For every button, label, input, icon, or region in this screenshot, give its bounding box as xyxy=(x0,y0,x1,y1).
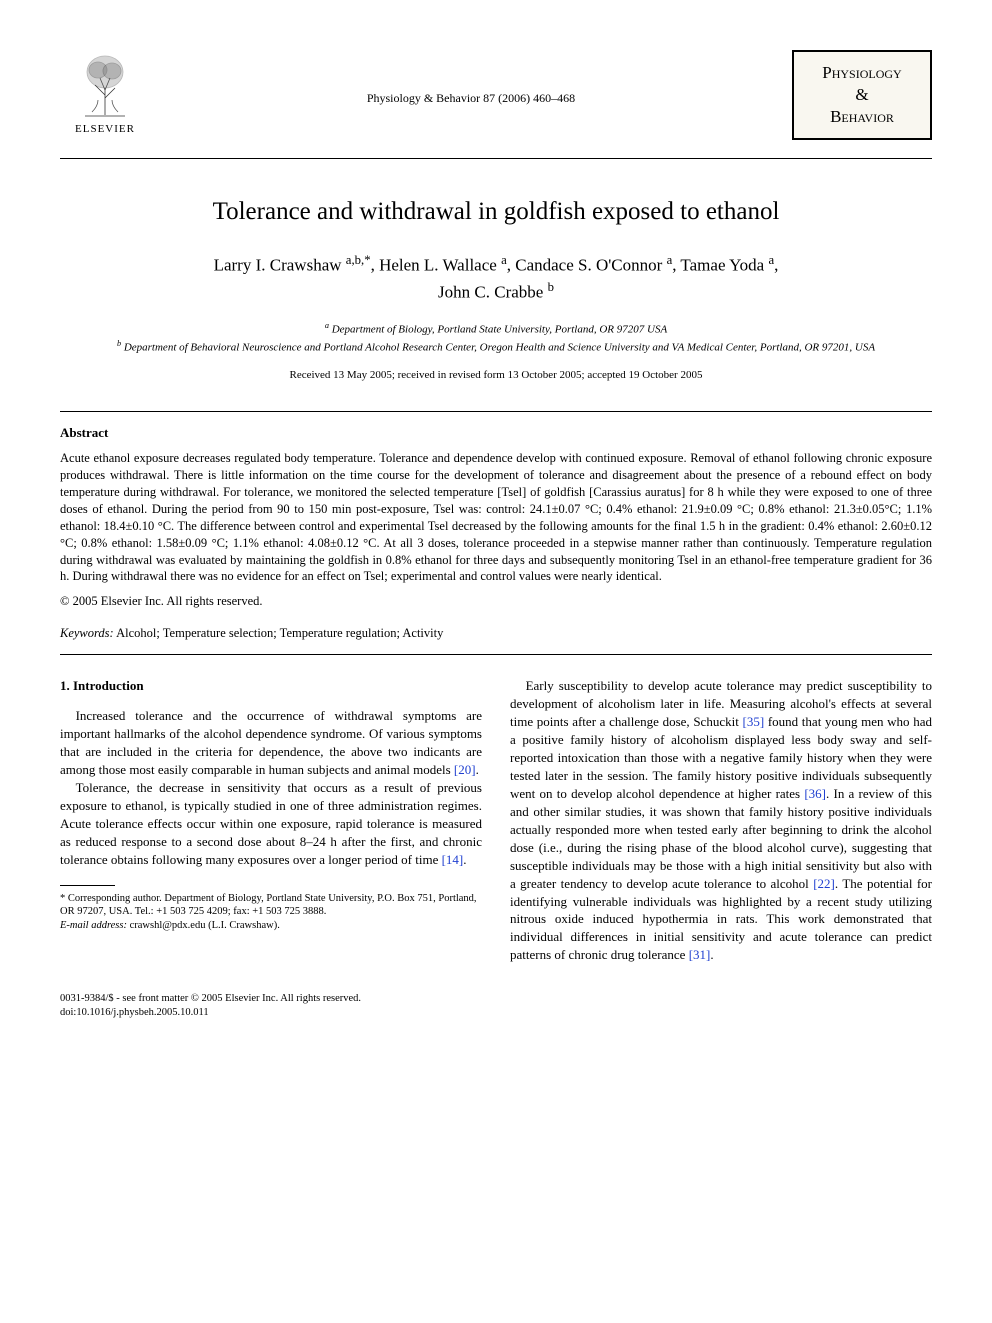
ref-20[interactable]: [20] xyxy=(454,762,476,777)
ref-35[interactable]: [35] xyxy=(742,714,764,729)
author-1-sup: a,b, xyxy=(346,253,364,267)
ref-22[interactable]: [22] xyxy=(813,876,835,891)
header-rule xyxy=(60,158,932,159)
email-label: E-mail address: xyxy=(60,920,127,931)
journal-title-box: Physiology & Behavior xyxy=(792,50,932,140)
copyright: © 2005 Elsevier Inc. All rights reserved… xyxy=(60,593,932,611)
header: ELSEVIER Physiology & Behavior 87 (2006)… xyxy=(60,50,932,140)
intro-para-1: Increased tolerance and the occurrence o… xyxy=(60,707,482,779)
footer-doi: doi:10.1016/j.physbeh.2005.10.011 xyxy=(60,1007,209,1018)
elsevier-tree-icon xyxy=(70,50,140,120)
article-title: Tolerance and withdrawal in goldfish exp… xyxy=(60,194,932,229)
email-address: crawshl@pdx.edu (L.I. Crawshaw). xyxy=(127,920,280,931)
abstract-bottom-rule xyxy=(60,654,932,655)
author-5: John C. Crabbe xyxy=(438,283,548,302)
intro-para-2: Tolerance, the decrease in sensitivity t… xyxy=(60,779,482,869)
affiliations: a Department of Biology, Portland State … xyxy=(60,320,932,356)
footer-issn: 0031-9384/$ - see front matter © 2005 El… xyxy=(60,993,361,1004)
authors: Larry I. Crawshaw a,b,*, Helen L. Wallac… xyxy=(60,251,932,305)
body-columns: 1. Introduction Increased tolerance and … xyxy=(60,677,932,964)
affiliation-b: Department of Behavioral Neuroscience an… xyxy=(124,341,875,353)
footnote-text: * Corresponding author. Department of Bi… xyxy=(60,893,477,918)
author-comma: , xyxy=(774,256,778,275)
ref-31[interactable]: [31] xyxy=(689,947,711,962)
journal-box-line1: Physiology xyxy=(806,62,918,84)
author-3: , Candace S. O'Connor xyxy=(507,256,667,275)
abstract-heading: Abstract xyxy=(60,424,932,442)
footnote-separator xyxy=(60,885,115,886)
keywords: Keywords: Alcohol; Temperature selection… xyxy=(60,625,932,643)
keywords-label: Keywords: xyxy=(60,626,114,640)
publisher-logo: ELSEVIER xyxy=(60,50,150,137)
column-right: Early susceptibility to develop acute to… xyxy=(510,677,932,964)
abstract-text: Acute ethanol exposure decreases regulat… xyxy=(60,450,932,585)
affiliation-a: Department of Biology, Portland State Un… xyxy=(332,323,667,335)
section-1-heading: 1. Introduction xyxy=(60,677,482,695)
journal-box-amp: & xyxy=(806,84,918,106)
column-left: 1. Introduction Increased tolerance and … xyxy=(60,677,482,964)
author-5-sup: b xyxy=(548,280,554,294)
author-4: , Tamae Yoda xyxy=(672,256,768,275)
journal-box-line2: Behavior xyxy=(806,106,918,128)
publisher-name: ELSEVIER xyxy=(75,122,135,137)
received-dates: Received 13 May 2005; received in revise… xyxy=(60,368,932,383)
journal-citation: Physiology & Behavior 87 (2006) 460–468 xyxy=(150,50,792,107)
ref-14[interactable]: [14] xyxy=(442,852,464,867)
abstract-top-rule xyxy=(60,411,932,412)
corresponding-footnote: * Corresponding author. Department of Bi… xyxy=(60,892,482,933)
ref-36[interactable]: [36] xyxy=(804,786,826,801)
author-2: , Helen L. Wallace xyxy=(371,256,501,275)
keywords-value: Alcohol; Temperature selection; Temperat… xyxy=(114,626,444,640)
intro-para-3: Early susceptibility to develop acute to… xyxy=(510,677,932,964)
footer: 0031-9384/$ - see front matter © 2005 El… xyxy=(60,992,932,1019)
author-1: Larry I. Crawshaw xyxy=(214,256,346,275)
